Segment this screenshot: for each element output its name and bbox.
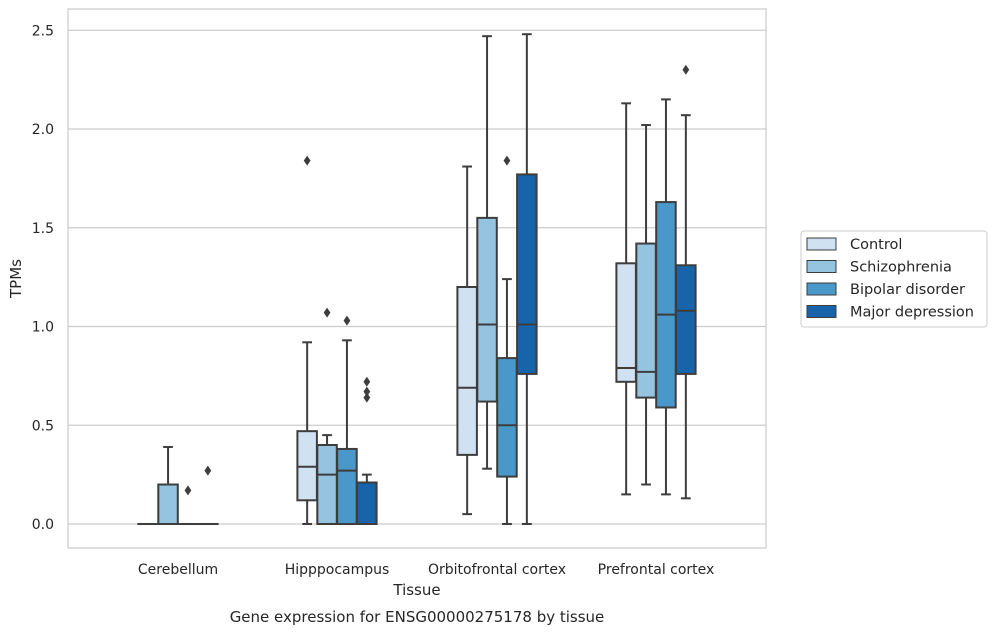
y-tick-label: 2.5 — [32, 23, 54, 39]
box-0-2 — [177, 485, 199, 526]
box-body — [157, 483, 179, 525]
box-body — [655, 201, 677, 409]
box-body — [516, 173, 538, 375]
outlier-point — [184, 485, 192, 496]
box-3-3 — [675, 64, 697, 500]
x-tick-label: Cerebellum — [138, 562, 218, 578]
box-3-0 — [615, 102, 637, 496]
legend-swatch — [806, 282, 837, 296]
y-axis-title: TPMs — [7, 259, 25, 299]
outlier-point — [204, 465, 212, 476]
y-tick-labels: 0.0 0.5 1.0 1.5 2.0 2.5 — [32, 23, 54, 533]
box-2-2 — [496, 155, 518, 525]
gridlines — [68, 29, 766, 525]
box-body — [476, 216, 498, 403]
outlier-point — [363, 376, 371, 387]
legend-swatch — [806, 260, 837, 273]
box-body — [635, 242, 657, 399]
figure-caption: Gene expression for ENSG00000275178 by t… — [230, 608, 605, 626]
legend-label: Major depression — [850, 305, 974, 321]
outlier-point — [363, 392, 371, 403]
box-body — [675, 264, 697, 375]
box-0-1 — [157, 445, 179, 525]
box-2-0 — [456, 165, 478, 516]
box-3-1 — [635, 124, 657, 486]
plot-area-frame — [67, 8, 767, 549]
y-tick-label: 0.0 — [32, 517, 54, 533]
box-1-3 — [356, 376, 378, 525]
legend-swatch — [806, 237, 837, 251]
y-tick-label: 1.5 — [32, 221, 54, 237]
outlier-point — [682, 64, 690, 75]
legend: Control Schizophrenia Bipolar disorder Majo… — [800, 230, 988, 328]
outlier-point — [323, 307, 331, 318]
box-body — [496, 357, 518, 478]
x-tick-label: Orbitofrontal cortex — [428, 562, 566, 578]
box-body — [356, 481, 378, 525]
box-2-1 — [476, 35, 498, 470]
x-tick-label: Hipppocampus — [285, 562, 390, 578]
legend-label: Control — [850, 237, 902, 253]
box-body — [615, 262, 637, 383]
box-body — [316, 444, 338, 525]
boxes — [137, 33, 697, 526]
y-tick-label: 0.5 — [32, 418, 54, 434]
outlier-point — [303, 155, 311, 166]
box-3-2 — [655, 98, 677, 496]
outlier-point — [363, 386, 371, 397]
y-tick-label: 1.0 — [32, 320, 54, 336]
outlier-point — [503, 155, 511, 166]
box-0-3 — [197, 465, 219, 526]
x-tick-label: Prefrontal cortex — [598, 562, 715, 578]
box-2-3 — [516, 33, 538, 525]
box-1-1 — [316, 307, 338, 525]
y-tick-label: 2.0 — [32, 122, 54, 138]
legend-label: Bipolar disorder — [850, 282, 965, 298]
box-body — [336, 447, 358, 526]
x-tick-labels: Cerebellum Hipppocampus Orbitofrontal cort… — [138, 562, 714, 578]
box-body — [456, 286, 478, 456]
outlier-point — [343, 315, 351, 326]
x-axis-title: Tissue — [392, 581, 440, 599]
box-1-0 — [296, 155, 318, 525]
box-1-2 — [336, 315, 358, 526]
legend-frame — [800, 230, 988, 328]
legend-swatch — [806, 305, 837, 318]
legend-label: Schizophrenia — [850, 260, 952, 276]
